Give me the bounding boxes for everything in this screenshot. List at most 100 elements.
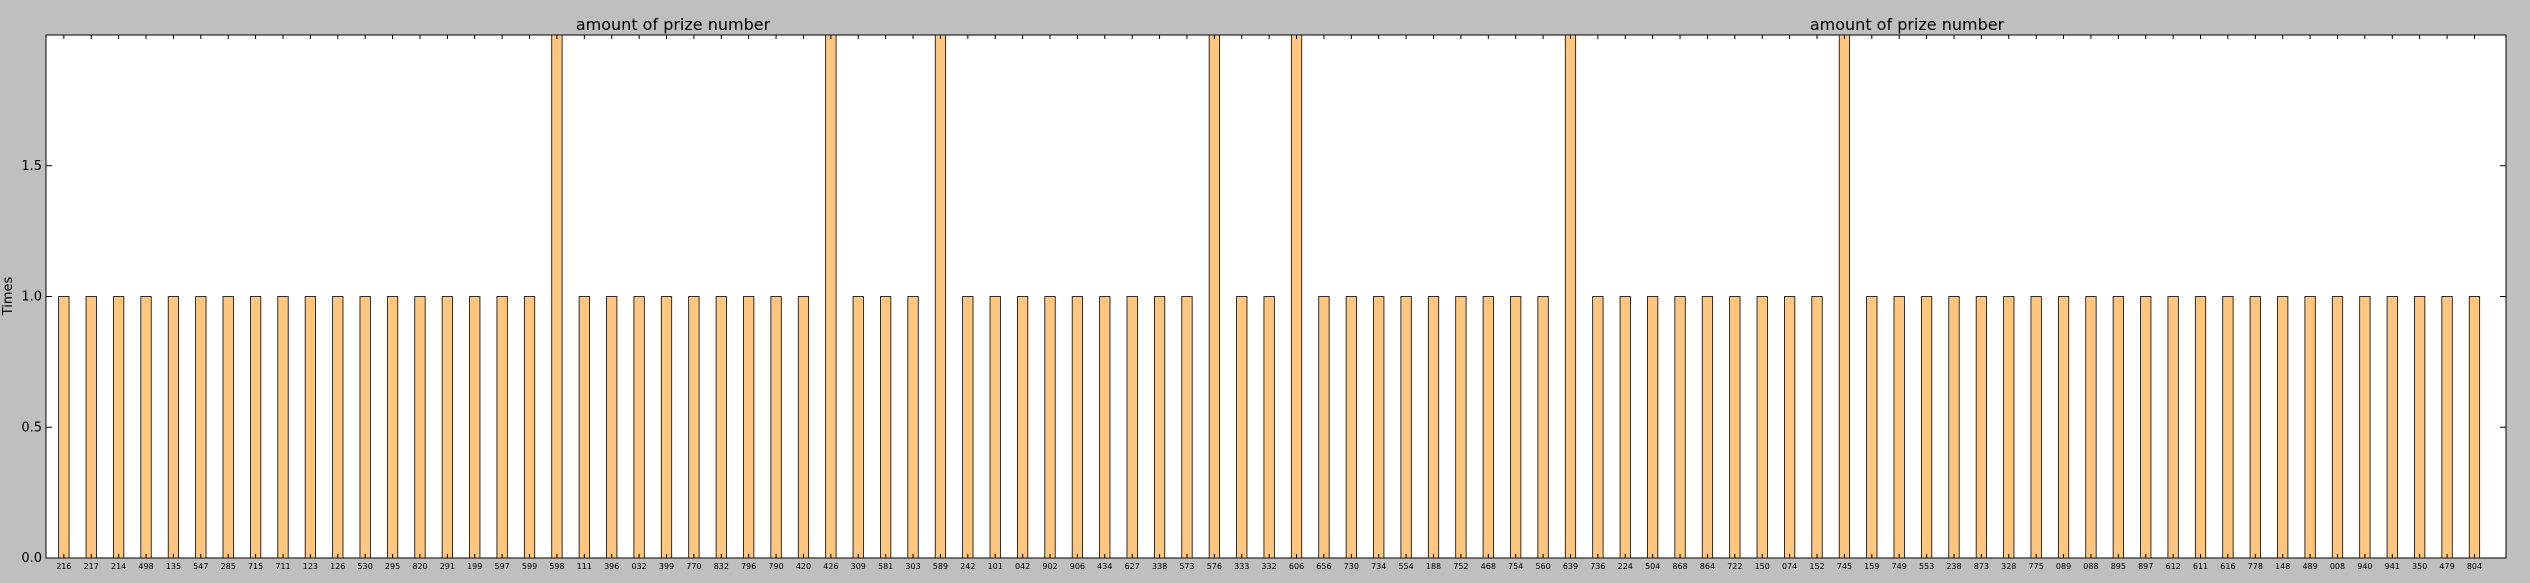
bar-775	[2030, 296, 2042, 559]
x-tick-label: 627	[1125, 562, 1140, 571]
bar-148	[2277, 296, 2289, 559]
x-tick-label: 426	[823, 562, 838, 571]
x-tick-label: 152	[1809, 562, 1824, 571]
bar-111	[578, 296, 590, 559]
x-tick-label: 752	[1453, 562, 1468, 571]
bar-576	[1208, 34, 1220, 559]
bar-612	[2167, 296, 2179, 559]
x-tick-label: 291	[440, 562, 455, 571]
bar-074	[1784, 296, 1796, 559]
y-tick-label: 0.0	[21, 551, 42, 566]
x-tick-label: 089	[2056, 562, 2071, 571]
bar-399	[660, 296, 673, 559]
x-tick-label: 639	[1563, 562, 1578, 571]
bar-573	[1181, 296, 1193, 559]
x-tick-label: 303	[905, 562, 920, 571]
bar-032	[633, 296, 645, 559]
x-tick-label: 547	[193, 562, 208, 571]
bar-089	[2057, 296, 2070, 559]
x-tick-label: 611	[2193, 562, 2208, 571]
x-tick-label: 804	[2467, 562, 2482, 571]
x-tick-label: 749	[1892, 562, 1907, 571]
x-tick-label: 148	[2275, 562, 2290, 571]
bar-820	[414, 296, 426, 559]
x-tick-label: 008	[2330, 562, 2345, 571]
bar-722	[1729, 296, 1741, 559]
x-tick-label: 770	[686, 562, 701, 571]
bar-873	[1975, 296, 1987, 559]
x-tick-label: 242	[960, 562, 975, 571]
bar-796	[743, 296, 755, 559]
bar-902	[1044, 296, 1056, 559]
x-tick-label: 468	[1481, 562, 1496, 571]
x-tick-label: 598	[549, 562, 564, 571]
x-tick-label: 338	[1152, 562, 1167, 571]
x-tick-label: 309	[851, 562, 866, 571]
x-tick-label: 135	[166, 562, 181, 571]
bar-309	[852, 296, 864, 559]
bar-711	[277, 296, 289, 559]
x-tick-label: 754	[1508, 562, 1523, 571]
x-tick-label: 328	[2001, 562, 2016, 571]
bar-598	[551, 34, 563, 559]
bar-199	[469, 296, 481, 559]
x-tick-label: 285	[221, 562, 236, 571]
bar-126	[332, 296, 344, 559]
x-tick-label: 434	[1097, 562, 1112, 571]
bar-088	[2085, 296, 2097, 559]
bar-730	[1345, 296, 1357, 559]
left-bars	[58, 34, 1303, 559]
bar-396	[606, 296, 618, 559]
bar-778	[2249, 296, 2261, 559]
bar-285	[222, 296, 234, 559]
bar-159	[1866, 296, 1878, 559]
x-tick-label: 479	[2439, 562, 2454, 571]
x-tick-label: 553	[1919, 562, 1934, 571]
bar-745	[1838, 34, 1851, 559]
bar-150	[1756, 296, 1768, 559]
x-tick-label: 715	[248, 562, 263, 571]
x-tick-label: 820	[412, 562, 427, 571]
x-tick-label: 350	[2412, 562, 2427, 571]
bar-897	[2140, 296, 2152, 559]
bar-504	[1647, 296, 1659, 559]
x-tick-label: 573	[1179, 562, 1194, 571]
bar-906	[1071, 296, 1084, 559]
bar-338	[1153, 296, 1166, 559]
bar-597	[496, 296, 508, 559]
x-tick-label: 778	[2248, 562, 2263, 571]
bar-303	[907, 296, 919, 559]
x-tick-label: 216	[56, 562, 71, 571]
left-chart-title: amount of prize number	[576, 15, 771, 34]
x-tick-label: 498	[138, 562, 153, 571]
bar-864	[1701, 296, 1714, 559]
x-tick-label: 597	[494, 562, 509, 571]
x-tick-label: 188	[1426, 562, 1441, 571]
bar-895	[2112, 296, 2124, 559]
x-tick-label: 722	[1727, 562, 1742, 571]
bar-611	[2194, 296, 2207, 559]
bar-479	[2441, 296, 2453, 559]
bar-804	[2468, 296, 2481, 559]
x-tick-label: 576	[1207, 562, 1222, 571]
bar-291	[441, 296, 453, 559]
bar-554	[1400, 296, 1412, 559]
bar-734	[1373, 296, 1385, 559]
bar-530	[359, 296, 371, 559]
x-tick-label: 606	[1289, 562, 1304, 571]
y-tick-label: 1.5	[21, 159, 42, 174]
x-tick-label: 420	[796, 562, 811, 571]
x-tick-label: 074	[1782, 562, 1797, 571]
bar-749	[1893, 296, 1905, 559]
bar-639	[1564, 34, 1577, 559]
x-tick-label: 711	[275, 562, 290, 571]
x-tick-label: 126	[330, 562, 345, 571]
right-chart-title: amount of prize number	[1810, 15, 2005, 34]
bar-616	[2222, 296, 2234, 559]
bar-468	[1482, 296, 1494, 559]
bar-135	[167, 296, 180, 559]
bar-042	[1017, 296, 1029, 559]
bar-152	[1811, 296, 1823, 559]
x-tick-label: 599	[522, 562, 537, 571]
bar-123	[304, 296, 316, 559]
